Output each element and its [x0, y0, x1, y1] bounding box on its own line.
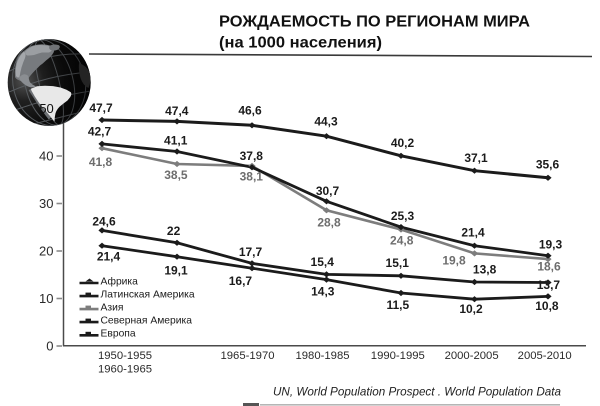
svg-text:37,8: 37,8	[240, 149, 264, 163]
svg-text:10,2: 10,2	[459, 302, 483, 316]
svg-text:19,1: 19,1	[164, 264, 188, 278]
svg-text:1990-1995: 1990-1995	[371, 350, 425, 362]
svg-text:Европа: Европа	[101, 329, 136, 340]
svg-text:21,4: 21,4	[97, 250, 121, 264]
svg-text:РОЖДАЕМОСТЬ ПО РЕГИОНАМ МИРА: РОЖДАЕМОСТЬ ПО РЕГИОНАМ МИРА	[219, 13, 530, 30]
svg-text:13,8: 13,8	[473, 262, 497, 276]
svg-text:25,3: 25,3	[391, 209, 415, 223]
svg-text:42,7: 42,7	[88, 125, 112, 139]
svg-text:46,6: 46,6	[238, 104, 262, 118]
svg-text:30,7: 30,7	[316, 184, 340, 198]
svg-text:16,7: 16,7	[229, 274, 253, 288]
svg-text:18,6: 18,6	[537, 260, 561, 274]
svg-text:Латинская Америка: Латинская Америка	[101, 290, 195, 301]
svg-text:(на 1000 населения): (на 1000 населения)	[219, 35, 382, 52]
svg-text:35,6: 35,6	[536, 158, 560, 172]
svg-text:1980-1985: 1980-1985	[295, 350, 349, 362]
svg-text:38,1: 38,1	[240, 170, 264, 184]
svg-text:50: 50	[39, 101, 53, 116]
svg-text:24,6: 24,6	[92, 215, 116, 229]
svg-text:14,3: 14,3	[311, 285, 335, 299]
svg-text:47,7: 47,7	[89, 101, 113, 115]
svg-text:41,8: 41,8	[89, 155, 113, 169]
svg-text:41,1: 41,1	[164, 134, 188, 148]
svg-text:10,8: 10,8	[535, 299, 559, 313]
svg-text:20: 20	[39, 244, 53, 259]
svg-text:11,5: 11,5	[386, 298, 409, 312]
svg-text:Африка: Африка	[101, 275, 139, 287]
svg-text:30: 30	[39, 196, 53, 211]
svg-text:15,1: 15,1	[386, 256, 410, 270]
svg-text:19,8: 19,8	[442, 254, 466, 268]
svg-text:13,7: 13,7	[537, 278, 561, 292]
svg-text:1960-1965: 1960-1965	[98, 364, 152, 376]
svg-text:44,3: 44,3	[314, 115, 338, 129]
svg-text:40,2: 40,2	[391, 136, 415, 150]
svg-text:2005-2010: 2005-2010	[518, 350, 572, 362]
svg-text:2000-2005: 2000-2005	[445, 350, 499, 362]
svg-text:37,1: 37,1	[464, 151, 488, 165]
svg-text:21,4: 21,4	[461, 226, 485, 240]
svg-text:UN, World Population Prospect: UN, World Population Prospect . World Po…	[273, 385, 561, 399]
svg-text:38,5: 38,5	[164, 168, 188, 182]
svg-text:47,4: 47,4	[165, 104, 189, 118]
svg-text:17,7: 17,7	[239, 245, 263, 259]
svg-text:24,8: 24,8	[390, 234, 414, 248]
svg-text:Северная Америка: Северная Америка	[101, 316, 193, 327]
svg-text:22: 22	[167, 224, 181, 238]
svg-text:28,8: 28,8	[317, 216, 341, 230]
svg-text:Азия: Азия	[101, 303, 124, 314]
svg-text:1965-1970: 1965-1970	[220, 350, 274, 362]
svg-text:15,4: 15,4	[311, 255, 335, 269]
svg-text:40: 40	[39, 149, 53, 164]
svg-text:0: 0	[46, 339, 53, 354]
svg-text:19,3: 19,3	[539, 238, 563, 252]
svg-text:10: 10	[39, 291, 53, 306]
svg-text:1950-1955: 1950-1955	[98, 350, 152, 362]
